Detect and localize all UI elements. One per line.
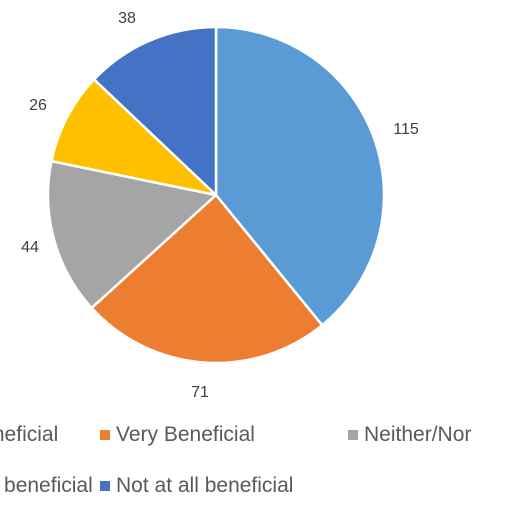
pie-slice-not-very-beneficial <box>50 78 218 197</box>
legend: Extremely Beneficial Very Beneficial Neith… <box>0 423 471 497</box>
pie-slice-extremely-beneficial <box>214 25 386 327</box>
data-label-very-beneficial: 71 <box>191 384 209 401</box>
legend-item-extremely-beneficial: Extremely Beneficial <box>0 423 58 446</box>
data-label-extremely-beneficial: 115 <box>393 121 419 138</box>
legend-label-not-very-beneficial: Not very beneficial <box>0 474 93 497</box>
legend-swatch-neither-nor <box>348 430 358 440</box>
legend-swatch-not-at-all-beneficial <box>100 481 110 491</box>
legend-label-neither-nor: Neither/Nor <box>364 423 471 446</box>
data-labels: 115 71 44 26 38 <box>21 10 419 401</box>
legend-item-not-at-all-beneficial: Not at all beneficial <box>100 474 293 497</box>
pie-slices <box>46 25 386 365</box>
data-label-not-at-all-beneficial: 38 <box>118 10 136 27</box>
data-label-neither-nor: 44 <box>21 239 39 256</box>
legend-item-very-beneficial: Very Beneficial <box>100 423 255 446</box>
legend-label-very-beneficial: Very Beneficial <box>116 423 255 446</box>
legend-label-not-at-all-beneficial: Not at all beneficial <box>116 474 293 497</box>
pie-slice-neither-nor <box>46 159 218 310</box>
data-label-not-very-beneficial: 26 <box>29 97 47 114</box>
legend-item-neither-nor: Neither/Nor <box>348 423 471 446</box>
legend-swatch-very-beneficial <box>100 430 110 440</box>
legend-item-not-very-beneficial: Not very beneficial <box>0 474 93 497</box>
pie-slice-very-beneficial <box>90 193 324 365</box>
legend-label-extremely-beneficial: Extremely Beneficial <box>0 423 58 446</box>
pie-slice-not-at-all-beneficial <box>92 25 218 197</box>
